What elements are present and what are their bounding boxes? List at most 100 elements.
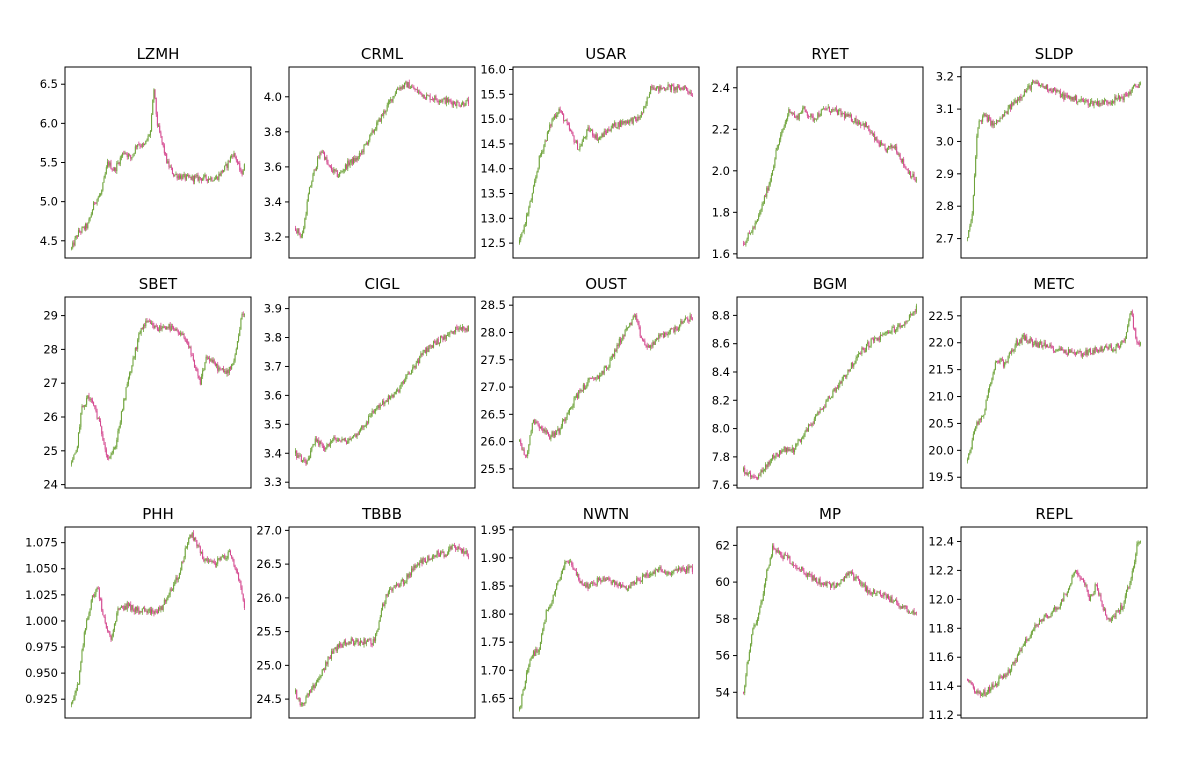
- candle-body: [242, 594, 244, 601]
- candle-body: [879, 592, 881, 596]
- candle-body: [398, 88, 400, 90]
- y-tick-label: 54: [715, 685, 730, 699]
- candle-body: [682, 567, 684, 569]
- candle-body: [366, 143, 368, 145]
- candle-body: [196, 540, 198, 547]
- candle-body: [761, 203, 763, 210]
- candle-body: [563, 114, 565, 121]
- candle-body: [648, 574, 650, 576]
- candle-body: [462, 102, 464, 105]
- candle-body: [1129, 313, 1131, 321]
- candle-body: [691, 318, 693, 320]
- candlestick-plot: 4.55.05.56.06.5: [40, 66, 252, 259]
- candle-body: [180, 332, 182, 335]
- candle-body: [1022, 645, 1024, 647]
- candle-body: [604, 579, 606, 581]
- candle-body: [658, 86, 660, 92]
- candle-body: [86, 620, 88, 629]
- candle-body: [571, 130, 573, 133]
- candlestick-plot: 7.67.88.08.28.48.68.8: [712, 296, 924, 492]
- candle-body: [1091, 353, 1093, 355]
- candle-body: [675, 569, 677, 571]
- candle-body: [350, 438, 352, 441]
- y-tick-label: 2.4: [712, 81, 730, 95]
- candle-body: [768, 184, 770, 191]
- candle-body: [1030, 632, 1032, 637]
- candle-body: [670, 328, 673, 330]
- candle-body: [672, 328, 674, 330]
- candle-body: [824, 108, 826, 110]
- candle-body: [568, 124, 570, 130]
- candle-body: [648, 94, 650, 98]
- y-tick-label: 12.2: [928, 563, 954, 577]
- candle-body: [898, 605, 900, 607]
- candle-body: [756, 219, 758, 222]
- candle-body: [115, 620, 117, 624]
- candle-body: [826, 582, 828, 587]
- candle-body: [520, 236, 522, 240]
- y-tick-label: 21.0: [928, 390, 954, 404]
- candle-body: [132, 154, 134, 158]
- candle-body: [968, 230, 970, 238]
- candle-body: [311, 446, 313, 451]
- candle-body: [791, 447, 793, 451]
- y-tick-label: 3.4: [264, 195, 282, 209]
- candle-body: [1054, 350, 1056, 352]
- candle-body: [1128, 91, 1130, 97]
- candle-body: [375, 409, 377, 412]
- candle-body: [666, 89, 668, 91]
- candle-body: [1093, 102, 1095, 106]
- candle-body: [679, 87, 681, 90]
- candle-body: [1098, 100, 1100, 106]
- candle-body: [339, 172, 341, 177]
- candle-body: [816, 118, 818, 120]
- candle-body: [1113, 615, 1115, 618]
- candle-body: [557, 581, 559, 584]
- candle-body: [520, 706, 522, 708]
- candle-body: [428, 556, 430, 561]
- candle-body: [777, 454, 779, 457]
- candle-body: [993, 123, 995, 126]
- candle-body: [153, 611, 155, 614]
- candle-body: [529, 435, 531, 445]
- candle-body: [445, 555, 447, 556]
- candle-body: [891, 144, 893, 149]
- candle-body: [81, 650, 83, 663]
- candle-body: [747, 660, 749, 664]
- candle-body: [1134, 327, 1136, 329]
- candle-body: [93, 402, 95, 406]
- candle-body: [982, 693, 984, 696]
- candle-body: [568, 561, 570, 563]
- candle-body: [176, 174, 178, 179]
- candle-body: [1117, 95, 1119, 99]
- candle-body: [417, 360, 420, 364]
- candle-body: [303, 459, 305, 461]
- candle-body: [212, 180, 214, 182]
- candle-body: [464, 105, 466, 107]
- candle-body: [765, 578, 767, 586]
- candle-body: [654, 339, 656, 345]
- candle-body: [463, 102, 465, 106]
- candle-body: [131, 365, 133, 372]
- candle-body: [359, 429, 362, 432]
- candle-body: [117, 608, 119, 614]
- candle-body: [1127, 586, 1129, 591]
- candle-body: [216, 176, 218, 179]
- candle-body: [187, 543, 189, 548]
- candle-body: [421, 353, 423, 355]
- candle-body: [148, 135, 150, 137]
- candle-body: [1057, 350, 1059, 351]
- candle-body: [624, 120, 626, 124]
- candle-body: [426, 561, 428, 563]
- candle-body: [608, 366, 610, 368]
- candle-body: [1063, 93, 1065, 100]
- candle-body: [102, 434, 104, 441]
- candle-body: [98, 417, 100, 421]
- candle-body: [1132, 315, 1134, 328]
- candle-body: [1098, 590, 1100, 595]
- candle-body: [358, 153, 360, 158]
- candle-body: [911, 176, 913, 178]
- candle-body: [791, 564, 793, 565]
- candle-body: [679, 568, 681, 569]
- candle-body: [135, 606, 138, 611]
